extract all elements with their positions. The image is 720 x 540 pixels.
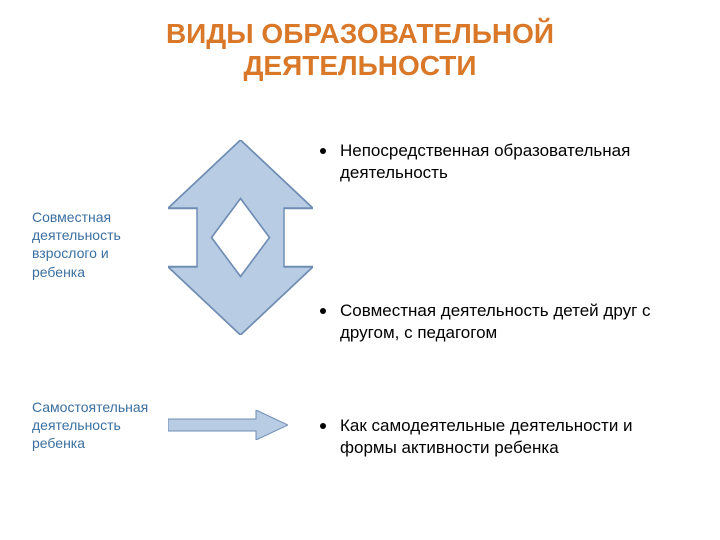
slide: ВИДЫ ОБРАЗОВАТЕЛЬНОЙ ДЕЯТЕЛЬНОСТИ Совмес…	[0, 0, 720, 540]
right-arrow-path	[168, 410, 288, 440]
title-line-1: ВИДЫ ОБРАЗОВАТЕЛЬНОЙ	[166, 18, 554, 49]
left-label-independent: Самостоятельная деятельность ребенка	[32, 398, 162, 453]
right-arrow-icon	[168, 410, 288, 440]
bullet-dot-icon	[320, 423, 326, 429]
bullet-3-text: Как самодеятельные деятельности и формы …	[340, 415, 670, 459]
double-arrow-icon	[168, 140, 313, 335]
left-label-joint: Совместная деятельность взрослого и ребе…	[32, 208, 162, 281]
bullet-1: Непосредственная образовательная деятель…	[320, 140, 670, 184]
bullet-2-text: Совместная деятельность детей друг с дру…	[340, 300, 670, 344]
slide-title: ВИДЫ ОБРАЗОВАТЕЛЬНОЙ ДЕЯТЕЛЬНОСТИ	[0, 18, 720, 82]
bullet-dot-icon	[320, 148, 326, 154]
double-arrow-path	[168, 140, 313, 335]
bullet-dot-icon	[320, 308, 326, 314]
bullet-2: Совместная деятельность детей друг с дру…	[320, 300, 670, 344]
bullet-1-text: Непосредственная образовательная деятель…	[340, 140, 670, 184]
bullet-3: Как самодеятельные деятельности и формы …	[320, 415, 670, 459]
title-line-2: ДЕЯТЕЛЬНОСТИ	[243, 50, 476, 81]
